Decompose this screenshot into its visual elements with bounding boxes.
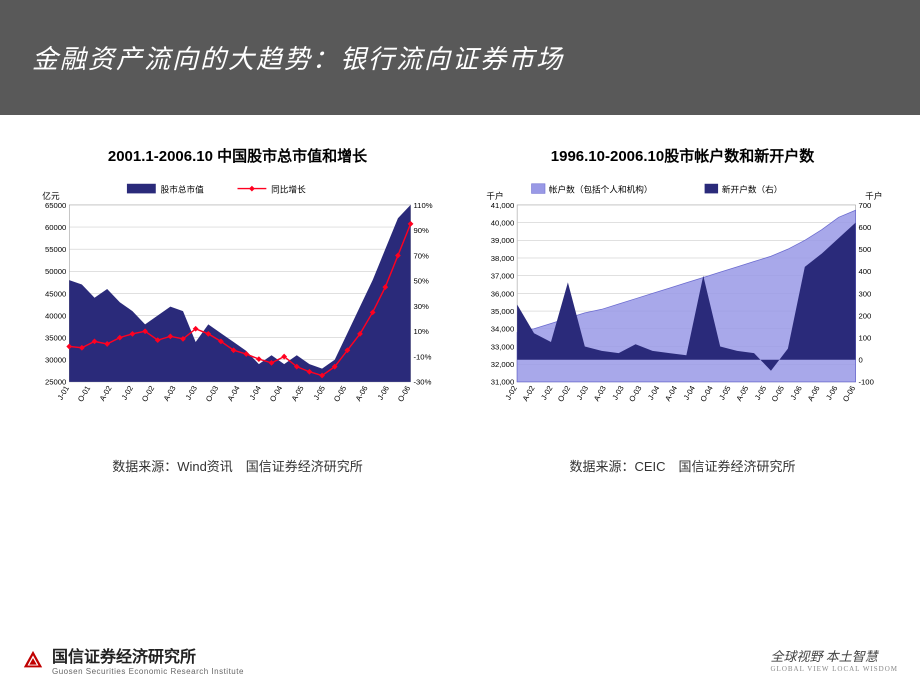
institution-name-cn: 国信证券经济研究所 [52, 643, 244, 667]
svg-text:35,000: 35,000 [491, 307, 515, 316]
svg-text:A-03: A-03 [592, 384, 608, 403]
svg-text:55000: 55000 [45, 245, 66, 254]
svg-text:32,000: 32,000 [491, 360, 515, 369]
svg-text:J-04: J-04 [248, 384, 264, 402]
svg-text:千户: 千户 [486, 190, 503, 201]
svg-text:J-03: J-03 [184, 384, 199, 401]
institution-block: 国信证券经济研究所 Guosen Securities Economic Res… [52, 643, 244, 676]
left-source: 数据来源：Wind资讯 国信证券经济研究所 [20, 456, 455, 475]
svg-text:65000: 65000 [45, 201, 66, 210]
svg-text:J-06: J-06 [789, 384, 804, 401]
svg-text:37,000: 37,000 [491, 272, 515, 281]
right-chart-box: 1996.10-2006.10股市帐户数和新开户数 31,00032,00033… [465, 145, 900, 475]
svg-text:新开户数（右）: 新开户数（右） [722, 183, 782, 194]
svg-text:O-04: O-04 [268, 383, 285, 403]
svg-text:38,000: 38,000 [491, 254, 515, 263]
svg-text:90%: 90% [413, 226, 429, 235]
svg-text:-100: -100 [858, 378, 873, 387]
svg-text:O-02: O-02 [140, 384, 156, 403]
svg-text:30%: 30% [413, 302, 429, 311]
svg-text:股市总市值: 股市总市值 [161, 183, 205, 194]
svg-text:O-06: O-06 [841, 384, 857, 403]
svg-text:O-02: O-02 [556, 384, 572, 403]
right-chart-title: 1996.10-2006.10股市帐户数和新开户数 [465, 145, 900, 166]
svg-text:400: 400 [858, 267, 871, 276]
svg-text:J-04: J-04 [646, 384, 662, 402]
svg-text:O-06: O-06 [396, 384, 412, 403]
svg-text:40,000: 40,000 [491, 219, 515, 228]
svg-text:J-06: J-06 [376, 384, 391, 401]
svg-text:O-04: O-04 [698, 383, 715, 403]
slide-title: 金融资产流向的大趋势：银行流向证券市场 [32, 39, 564, 76]
svg-text:50000: 50000 [45, 267, 66, 276]
svg-text:J-02: J-02 [539, 384, 554, 401]
guosen-logo-icon [22, 649, 44, 671]
svg-text:50%: 50% [413, 277, 429, 286]
svg-text:A-05: A-05 [290, 384, 306, 403]
svg-text:A-06: A-06 [806, 384, 822, 403]
svg-text:O-01: O-01 [76, 384, 92, 403]
left-chart-title: 2001.1-2006.10 中国股市总市值和增长 [20, 145, 455, 166]
svg-text:J-05: J-05 [717, 384, 732, 401]
svg-text:-30%: -30% [413, 378, 431, 387]
svg-text:39,000: 39,000 [491, 236, 515, 245]
svg-text:A-02: A-02 [98, 384, 114, 403]
svg-text:10%: 10% [413, 327, 429, 336]
svg-text:300: 300 [858, 289, 871, 298]
svg-text:700: 700 [858, 201, 871, 210]
svg-text:100: 100 [858, 334, 871, 343]
svg-text:45000: 45000 [45, 289, 66, 298]
svg-text:500: 500 [858, 245, 871, 254]
left-chart-box: 2001.1-2006.10 中国股市总市值和增长 25000300003500… [20, 145, 455, 475]
tagline-cn: 全球视野 本土智慧 [770, 649, 877, 664]
svg-text:J-05: J-05 [753, 384, 768, 401]
svg-text:亿元: 亿元 [42, 190, 60, 201]
svg-text:O-05: O-05 [770, 384, 786, 403]
svg-text:36,000: 36,000 [491, 289, 515, 298]
svg-text:J-03: J-03 [575, 384, 590, 401]
left-chart-svg: 2500030000350004000045000500005500060000… [20, 178, 455, 428]
svg-text:110%: 110% [413, 201, 432, 210]
svg-text:J-03: J-03 [610, 384, 625, 401]
svg-text:40000: 40000 [45, 311, 66, 320]
svg-text:200: 200 [858, 311, 871, 320]
svg-text:70%: 70% [413, 251, 429, 260]
svg-text:35000: 35000 [45, 334, 66, 343]
svg-text:A-05: A-05 [735, 384, 751, 403]
charts-row: 2001.1-2006.10 中国股市总市值和增长 25000300003500… [0, 115, 920, 485]
svg-text:34,000: 34,000 [491, 325, 515, 334]
svg-text:-10%: -10% [413, 352, 431, 361]
svg-text:O-03: O-03 [627, 384, 643, 403]
footer-right: 全球视野 本土智慧 GLOBAL VIEW LOCAL WISDOM [770, 646, 898, 673]
slide-header: 金融资产流向的大趋势：银行流向证券市场 [0, 0, 920, 115]
svg-text:J-05: J-05 [312, 384, 327, 401]
svg-text:帐户数（包括个人和机构）: 帐户数（包括个人和机构） [549, 183, 653, 194]
svg-text:同比增长: 同比增长 [271, 183, 306, 194]
svg-text:60000: 60000 [45, 223, 66, 232]
svg-text:A-02: A-02 [521, 384, 537, 403]
svg-text:41,000: 41,000 [491, 201, 515, 210]
svg-text:30000: 30000 [45, 356, 66, 365]
svg-text:J-06: J-06 [824, 384, 839, 401]
svg-text:600: 600 [858, 223, 871, 232]
footer: 国信证券经济研究所 Guosen Securities Economic Res… [0, 643, 920, 676]
svg-text:0: 0 [858, 356, 862, 365]
svg-text:A-03: A-03 [162, 384, 178, 403]
svg-text:千户: 千户 [865, 190, 882, 201]
institution-name-en: Guosen Securities Economic Research Inst… [52, 667, 244, 676]
tagline-en: GLOBAL VIEW LOCAL WISDOM [770, 665, 898, 673]
svg-text:O-03: O-03 [204, 384, 220, 403]
svg-text:33,000: 33,000 [491, 342, 515, 351]
svg-text:J-04: J-04 [682, 384, 698, 402]
svg-text:A-04: A-04 [663, 383, 679, 402]
svg-text:J-02: J-02 [120, 384, 135, 401]
right-chart-svg: 31,00032,00033,00034,00035,00036,00037,0… [465, 178, 900, 428]
right-source: 数据来源：CEIC 国信证券经济研究所 [465, 456, 900, 475]
svg-text:A-06: A-06 [354, 384, 370, 403]
footer-left: 国信证券经济研究所 Guosen Securities Economic Res… [22, 643, 244, 676]
svg-text:A-04: A-04 [226, 383, 242, 402]
svg-text:O-05: O-05 [332, 384, 348, 403]
